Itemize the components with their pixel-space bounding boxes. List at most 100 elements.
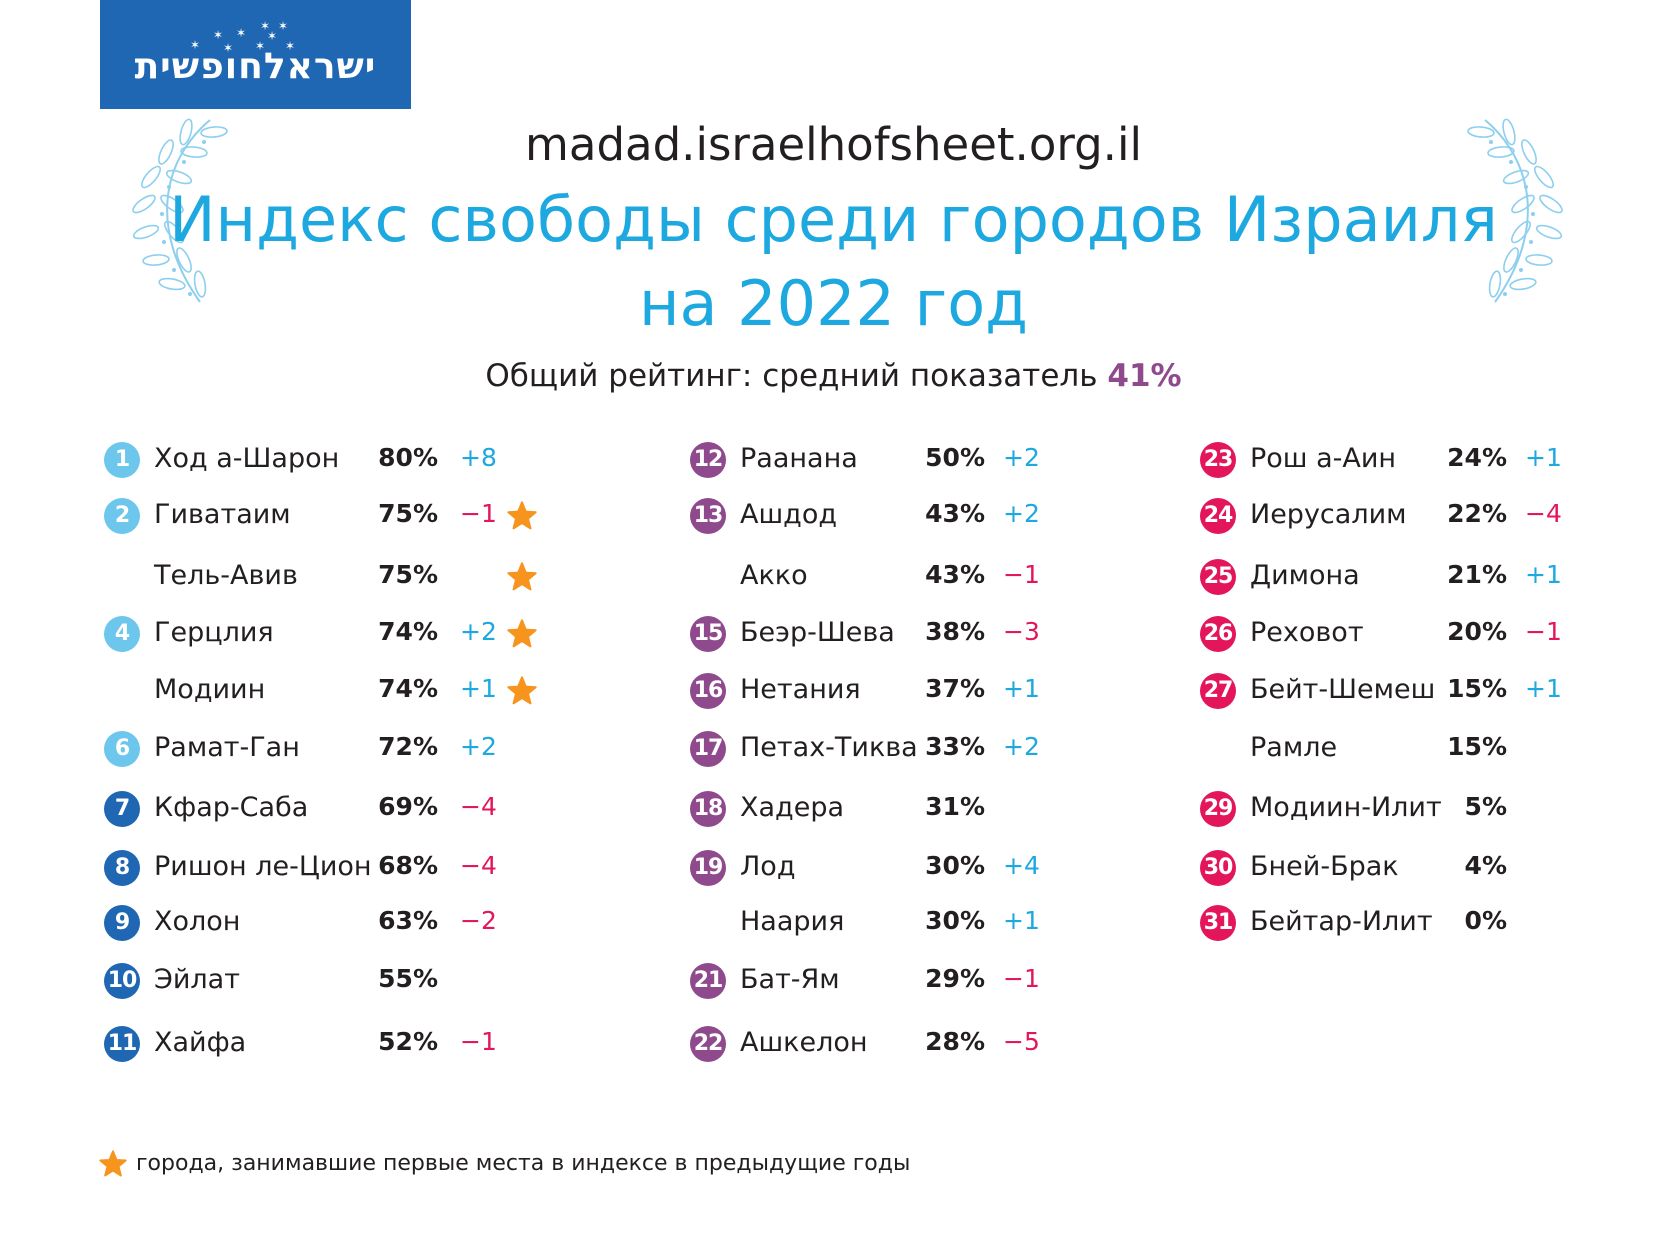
city-score: 63% bbox=[378, 906, 438, 935]
rank-badge: 27 bbox=[1200, 673, 1236, 709]
city-score: 52% bbox=[378, 1027, 438, 1056]
score-change: +2 bbox=[1003, 443, 1040, 472]
star-icon bbox=[99, 1150, 127, 1177]
city-score: 75% bbox=[378, 560, 438, 589]
rank-badge: 7 bbox=[104, 791, 140, 827]
city-name: Ход а-Шарон bbox=[154, 443, 340, 474]
table-row: 2 Гиватаим 75% −1 bbox=[104, 496, 584, 536]
city-score: 43% bbox=[925, 560, 985, 589]
table-row: 7 Кфар-Саба 69% −4 bbox=[104, 789, 584, 829]
table-row: 9 Холон 63% −2 bbox=[104, 903, 584, 943]
rank-badge: 16 bbox=[690, 673, 726, 709]
rank-badge: 22 bbox=[690, 1026, 726, 1062]
rank-badge: 17 bbox=[690, 731, 726, 767]
city-name: Реховот bbox=[1250, 617, 1364, 648]
score-change: −1 bbox=[460, 499, 497, 528]
table-row: 19 Лод 30% +4 bbox=[690, 848, 1170, 888]
rank-badge: 6 bbox=[104, 731, 140, 767]
rank-badge: 9 bbox=[104, 905, 140, 941]
city-score: 37% bbox=[925, 674, 985, 703]
site-url: madad.israelhofsheet.org.il bbox=[525, 118, 1142, 171]
star-icon bbox=[507, 501, 537, 530]
star-icon bbox=[507, 562, 537, 591]
score-change: −1 bbox=[1003, 560, 1040, 589]
rank-badge: 1 bbox=[104, 442, 140, 478]
city-name: Иерусалим bbox=[1250, 499, 1407, 530]
table-row: 22 Ашкелон 28% −5 bbox=[690, 1024, 1170, 1064]
score-change: +8 bbox=[460, 443, 497, 472]
rank-badge: 23 bbox=[1200, 442, 1236, 478]
table-row: 30 Бней-Брак 4% bbox=[1200, 848, 1667, 888]
table-row: 24 Иерусалим 22% −4 bbox=[1200, 496, 1667, 536]
score-change: −4 bbox=[460, 851, 497, 880]
city-name: Тель-Авив bbox=[154, 560, 298, 591]
score-change: −3 bbox=[1003, 617, 1040, 646]
table-row: 23 Рош а-Аин 24% +1 bbox=[1200, 440, 1667, 480]
city-score: 68% bbox=[378, 851, 438, 880]
table-row: 31 Бейтар-Илит 0% bbox=[1200, 903, 1667, 943]
score-change: +1 bbox=[1525, 674, 1562, 703]
score-change: +1 bbox=[1003, 906, 1040, 935]
city-score: 55% bbox=[378, 964, 438, 993]
rank-badge: 24 bbox=[1200, 498, 1236, 534]
city-score: 29% bbox=[925, 964, 985, 993]
city-score: 20% bbox=[1447, 617, 1507, 646]
page-title: Индекс свободы среди городов Израиля на … bbox=[0, 178, 1667, 346]
city-score: 28% bbox=[925, 1027, 985, 1056]
rank-badge: 15 bbox=[690, 616, 726, 652]
rank-badge: 4 bbox=[104, 616, 140, 652]
rank-badge: 18 bbox=[690, 791, 726, 827]
city-name: Бейтар-Илит bbox=[1250, 906, 1433, 937]
city-score: 38% bbox=[925, 617, 985, 646]
table-row: Рамле 15% bbox=[1200, 729, 1667, 769]
logo: ✶ ✶ ✶ ✶ ✶ ✶ ✶ ✶ ✶ ישראלחופשית bbox=[100, 0, 411, 109]
city-name: Лод bbox=[740, 851, 796, 882]
city-score: 80% bbox=[378, 443, 438, 472]
city-score: 69% bbox=[378, 792, 438, 821]
city-score: 33% bbox=[925, 732, 985, 761]
svg-text:✶: ✶ bbox=[190, 38, 200, 52]
score-change: +1 bbox=[460, 674, 497, 703]
logo-stars-icon: ✶✶✶✶✶✶✶✶✶ bbox=[190, 19, 295, 55]
city-score: 4% bbox=[1464, 851, 1507, 880]
city-score: 24% bbox=[1447, 443, 1507, 472]
city-name: Бейт-Шемеш bbox=[1250, 674, 1436, 705]
table-row: 25 Димона 21% +1 bbox=[1200, 557, 1667, 597]
table-row: Модиин 74% +1 bbox=[104, 671, 584, 711]
table-row: 15 Беэр-Шева 38% −3 bbox=[690, 614, 1170, 654]
score-change: +4 bbox=[1003, 851, 1040, 880]
score-change: +1 bbox=[1525, 560, 1562, 589]
table-row: 8 Ришон ле-Цион 68% −4 bbox=[104, 848, 584, 888]
table-row: Наария 30% +1 bbox=[690, 903, 1170, 943]
svg-text:✶: ✶ bbox=[267, 29, 277, 43]
score-change: −1 bbox=[460, 1027, 497, 1056]
score-change: −4 bbox=[460, 792, 497, 821]
subtitle-text: Общий рейтинг: средний показатель bbox=[485, 358, 1108, 394]
city-score: 74% bbox=[378, 674, 438, 703]
score-change: −1 bbox=[1003, 964, 1040, 993]
rank-badge: 8 bbox=[104, 850, 140, 886]
table-row: Тель-Авив 75% bbox=[104, 557, 584, 597]
table-row: 27 Бейт-Шемеш 15% +1 bbox=[1200, 671, 1667, 711]
table-row: Акко 43% −1 bbox=[690, 557, 1170, 597]
table-row: 26 Реховот 20% −1 bbox=[1200, 614, 1667, 654]
score-change: +1 bbox=[1525, 443, 1562, 472]
city-name: Беэр-Шева bbox=[740, 617, 895, 648]
score-change: +2 bbox=[1003, 499, 1040, 528]
laurel-right-icon bbox=[1467, 118, 1563, 303]
table-row: 12 Раанана 50% +2 bbox=[690, 440, 1170, 480]
svg-text:✶: ✶ bbox=[260, 19, 270, 33]
subtitle-value: 41% bbox=[1107, 358, 1182, 394]
city-name: Модиин bbox=[154, 674, 266, 705]
city-name: Бат-Ям bbox=[740, 964, 840, 995]
score-change: +2 bbox=[1003, 732, 1040, 761]
city-score: 31% bbox=[925, 792, 985, 821]
table-row: 11 Хайфа 52% −1 bbox=[104, 1024, 584, 1064]
city-name: Ашдод bbox=[740, 499, 838, 530]
score-change: +2 bbox=[460, 617, 497, 646]
svg-text:✶: ✶ bbox=[285, 39, 295, 53]
city-name: Димона bbox=[1250, 560, 1360, 591]
score-change: +1 bbox=[1003, 674, 1040, 703]
city-name: Кфар-Саба bbox=[154, 792, 309, 823]
rank-badge: 29 bbox=[1200, 791, 1236, 827]
